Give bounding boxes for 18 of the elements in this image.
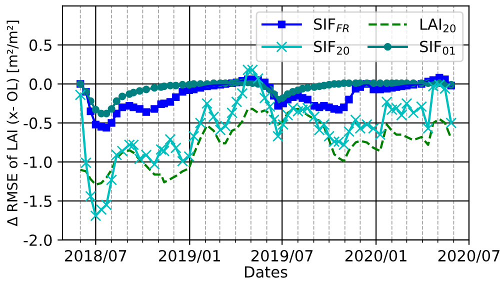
y-tick-label: 0.5 bbox=[29, 39, 52, 51]
legend-label: SIF$_{20}$ bbox=[314, 40, 350, 55]
line-series bbox=[79, 108, 452, 186]
legend-label: SIF$_{FR}$ bbox=[314, 18, 349, 32]
x-tick-label: 2019/01 bbox=[159, 250, 220, 263]
x-axis-title: Dates bbox=[245, 266, 288, 278]
y-tick-label: -0.5 bbox=[24, 117, 52, 129]
x-tick-label: 2020/07 bbox=[438, 250, 500, 263]
x-tick-label: 2018/07 bbox=[65, 250, 126, 263]
y-tick-label: 0.0 bbox=[29, 78, 52, 90]
legend-label: LAI$_{20}$ bbox=[420, 18, 456, 32]
y-tick-label: -2.0 bbox=[24, 234, 52, 246]
legend-label: SIF$_{01}$ bbox=[420, 40, 455, 55]
x-tick-label: 2019/07 bbox=[251, 250, 313, 263]
y-tick-label: -1.0 bbox=[24, 156, 52, 168]
x-tick-label: 2020/01 bbox=[345, 250, 406, 263]
y-axis-title: Δ RMSE of LAI (x- OL) [m²/m²] bbox=[6, 20, 20, 226]
y-tick-label: -1.5 bbox=[24, 196, 52, 207]
